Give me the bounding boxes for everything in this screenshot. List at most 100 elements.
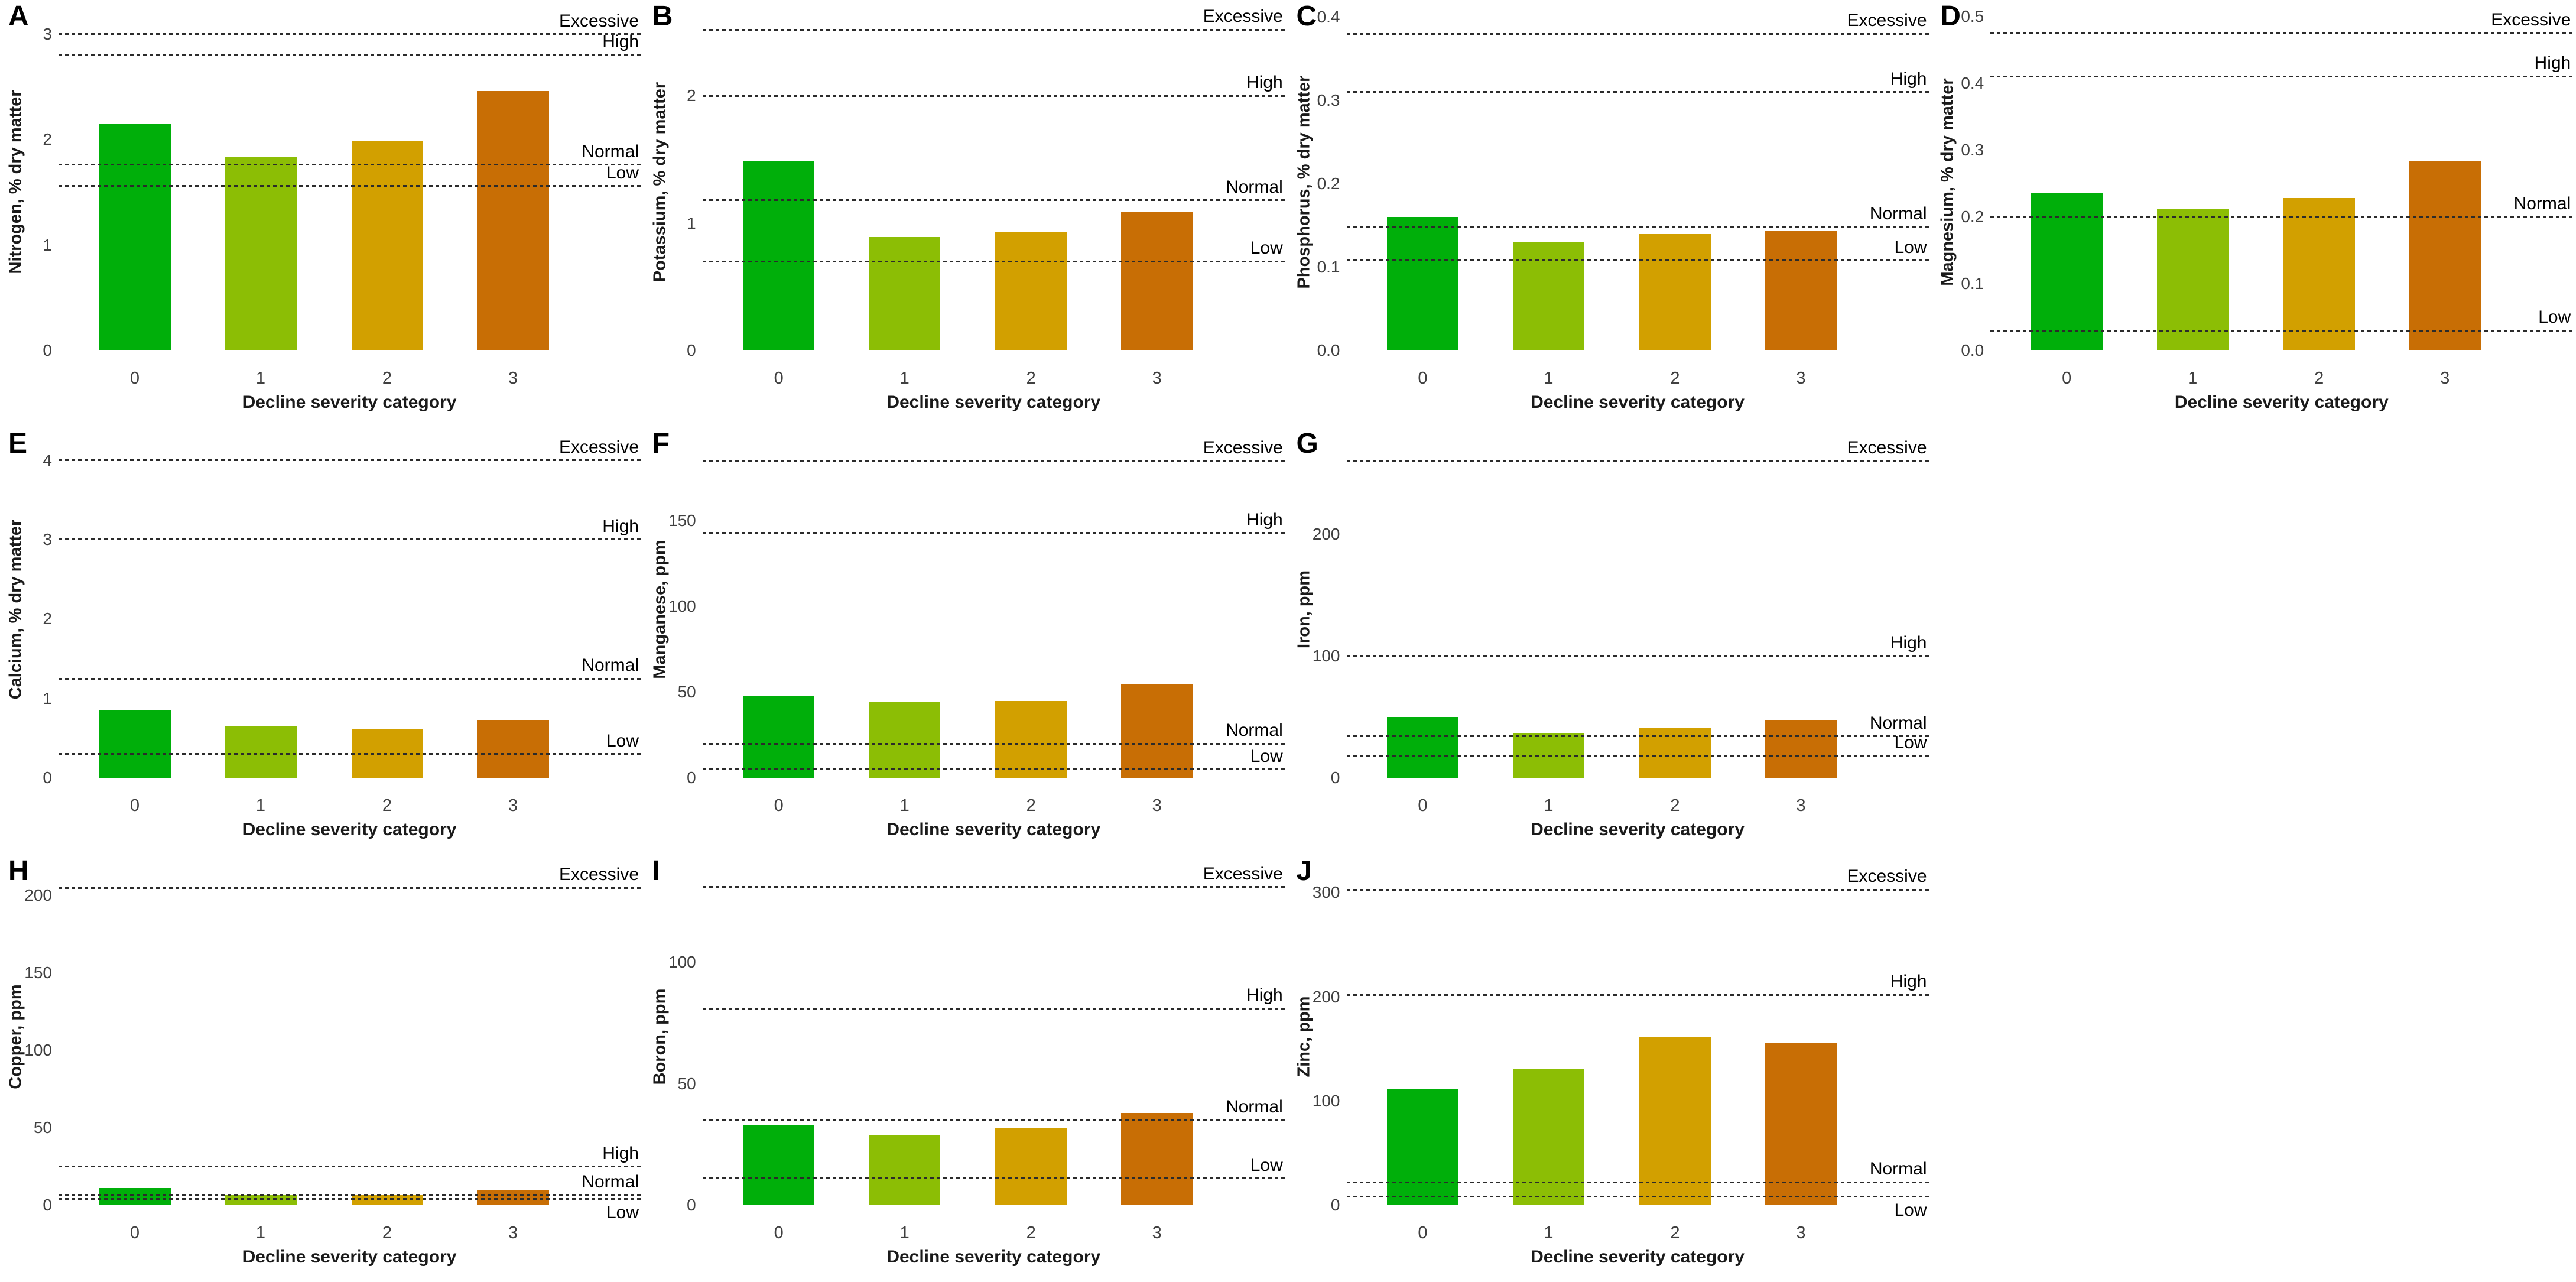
ref-label-excessive: Excessive [1203,7,1283,26]
x-tick-label: 3 [1152,369,1162,388]
x-axis-title: Decline severity category [886,820,1101,839]
bar-category-0 [99,124,171,350]
ref-line-excessive [59,887,641,889]
y-tick-label: 100 [668,953,696,972]
bar-category-1 [225,726,297,778]
y-axis-title: Potassium, % dry matter [650,82,670,282]
y-axis-title: Magnesium, % dry matter [1938,77,1957,286]
y-tick-label: 0 [43,768,52,787]
ref-label-excessive: Excessive [558,11,639,31]
ref-line-excessive [1346,33,1929,35]
x-tick-label: 3 [1796,369,1806,388]
x-tick-label: 2 [1670,1223,1680,1242]
x-tick-label: 1 [1544,369,1554,388]
y-tick-label: 2 [43,609,52,628]
y-tick-label: 0.2 [1961,207,1984,226]
x-tick-label: 2 [382,369,392,388]
ref-line-excessive [702,28,1285,31]
x-tick-label: 3 [1796,796,1806,815]
bar-category-1 [225,157,297,350]
ref-label-high: High [1246,985,1283,1005]
panel-letter: J [1296,855,1313,887]
ref-label-excessive: Excessive [558,437,639,457]
x-tick-label: 0 [129,369,140,388]
ref-line-low [59,185,641,187]
ref-line-excessive [59,459,641,462]
panel-letter: I [652,855,661,887]
chart-panel-C: C Phosphorus, % dry matter Decline severit… [1288,0,1932,427]
x-axis-title: Decline severity category [242,820,457,839]
ref-label-low: Low [606,731,639,751]
bar-category-3 [1121,212,1193,350]
ref-line-normal [59,164,641,166]
ref-line-low [59,1198,641,1200]
panel-letter: D [1940,1,1961,32]
x-axis-title: Decline severity category [2174,392,2389,412]
x-tick-label: 3 [1152,1223,1162,1242]
y-tick-label: 50 [677,683,696,702]
x-tick-label: 3 [508,796,518,815]
chart-panel-G: G Iron, ppm Decline severity category 0 100 2… [1288,427,1932,855]
ref-line-high [1346,655,1929,657]
ref-label-low: Low [1894,732,1927,752]
ref-line-normal [59,677,641,680]
ref-label-high: High [602,516,639,536]
ref-label-normal: Normal [1226,177,1283,197]
ref-label-normal: Normal [1869,1159,1927,1179]
x-tick-label: 2 [1670,796,1680,815]
y-tick-label: 0 [687,1196,696,1214]
ref-line-high [702,95,1285,97]
bar-category-1 [2156,209,2229,350]
bar-category-0 [1387,217,1458,350]
ref-line-excessive [702,460,1285,462]
bar-category-2 [1639,1037,1711,1205]
x-tick-label: 2 [2314,369,2324,388]
chart-panel-E: E Calcium, % dry matter Decline severity c… [0,427,644,855]
y-axis-title: Zinc, ppm [1294,996,1313,1077]
ref-label-low: Low [606,163,639,183]
x-tick-label: 0 [2062,369,2072,388]
x-axis-title: Decline severity category [886,392,1101,412]
ref-line-high [1346,91,1929,93]
ref-label-excessive: Excessive [2491,9,2571,30]
bar-category-3 [1765,720,1837,778]
x-tick-label: 1 [1544,1223,1554,1242]
x-tick-label: 2 [382,1223,392,1242]
bar-category-3 [2409,160,2481,350]
ref-line-high [59,54,641,56]
x-tick-label: 3 [1796,1223,1806,1242]
chart-panel-I: I Boron, ppm Decline severity category 0 50 1… [644,855,1288,1282]
bar-category-0 [743,695,815,778]
y-tick-label: 1 [687,213,696,232]
ref-line-normal [1346,226,1929,228]
y-tick-label: 100 [668,597,696,616]
x-tick-label: 0 [1418,796,1428,815]
bar-category-2 [1639,233,1711,350]
ref-label-low: Low [606,1202,639,1222]
ref-line-normal [702,1119,1285,1121]
ref-label-high: High [1890,972,1927,991]
panel-letter: E [8,428,28,459]
bar-category-2 [995,700,1067,778]
panel-letter: G [1296,428,1318,459]
x-tick-label: 3 [508,369,518,388]
x-tick-label: 3 [508,1223,518,1242]
x-tick-label: 1 [899,1223,909,1242]
bar-category-1 [1513,242,1584,350]
y-tick-label: 200 [1312,524,1340,543]
y-tick-label: 150 [668,511,696,530]
x-axis-title: Decline severity category [242,1247,457,1267]
y-tick-label: 0 [43,341,52,359]
ref-line-low [1990,329,2573,332]
ref-line-low [702,260,1285,262]
ref-line-excessive [702,886,1285,888]
ref-line-normal [1346,735,1929,738]
ref-line-low [59,753,641,755]
ref-label-high: High [602,1143,639,1163]
ref-label-low: Low [1250,238,1283,258]
ref-line-high [702,1007,1285,1010]
ref-line-low [1346,259,1929,262]
bar-category-1 [869,702,941,778]
ref-line-low [1346,1196,1929,1198]
x-tick-label: 0 [774,369,784,388]
